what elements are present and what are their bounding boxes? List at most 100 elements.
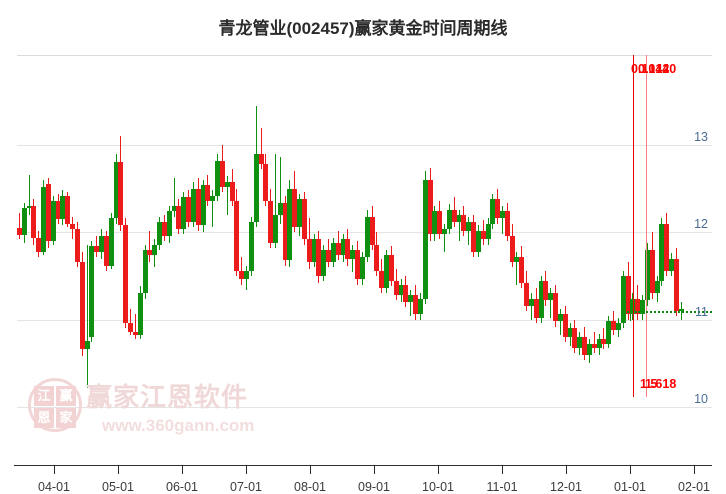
candlestick [654, 55, 660, 410]
candle-body [596, 338, 602, 348]
candle-body [557, 314, 563, 322]
x-axis-tick [438, 465, 439, 474]
candle-body [509, 235, 515, 263]
plot-top-border [17, 55, 712, 56]
candlestick [408, 55, 414, 410]
candlestick [572, 55, 578, 410]
candlestick [326, 55, 332, 410]
candle-body [577, 337, 583, 348]
candle-body [475, 230, 481, 252]
candle-body [630, 298, 636, 315]
candle-body [335, 242, 341, 256]
candle-body [432, 211, 438, 235]
candlestick [142, 55, 148, 410]
candle-body [364, 216, 370, 257]
candlestick [669, 55, 675, 410]
candle-body [620, 276, 626, 324]
gann-cycle-line[interactable] [633, 55, 634, 397]
candle-body [99, 235, 105, 252]
candlestick [195, 55, 201, 410]
candlestick [123, 55, 129, 410]
candlestick [437, 55, 443, 410]
candlestick [635, 55, 641, 410]
candlestick [620, 55, 626, 410]
gann-cycle-line[interactable] [646, 55, 647, 397]
x-axis-tick [54, 465, 55, 474]
candle-body [200, 185, 206, 226]
candle-wick [502, 206, 503, 235]
candle-body [161, 221, 167, 236]
candle-wick [130, 309, 132, 336]
candlestick [601, 55, 607, 410]
candlestick [248, 55, 254, 410]
candle-body [437, 211, 443, 235]
candlestick [268, 55, 274, 410]
candle-wick [458, 209, 460, 242]
candle-body [128, 323, 134, 332]
candle-body [413, 295, 419, 315]
candle-body [239, 270, 245, 280]
x-axis-tick-label: 11-01 [486, 480, 518, 494]
candle-body [103, 235, 109, 266]
candle-body [485, 223, 491, 240]
candle-body [157, 221, 163, 245]
candle-body [350, 249, 356, 259]
x-axis-tick-label: 06-01 [166, 480, 198, 494]
candle-body [427, 179, 433, 235]
candlestick [509, 55, 515, 410]
candlestick [224, 55, 230, 410]
candle-body [176, 206, 182, 229]
y-axis-tick-label: 11 [695, 305, 708, 319]
candle-body [369, 216, 375, 245]
candle-body [500, 211, 505, 219]
candlestick [586, 55, 592, 410]
watermark-brand: 赢家江恩软件 [86, 382, 249, 412]
candlestick [393, 55, 399, 410]
candlestick [427, 55, 433, 410]
candle-body [181, 197, 187, 229]
candlestick [340, 55, 346, 410]
candle-body [60, 195, 66, 220]
candlestick [456, 55, 462, 410]
candlestick [528, 55, 534, 410]
candlestick [282, 55, 288, 410]
candlestick [374, 55, 380, 410]
candle-body [258, 153, 264, 165]
candlestick [50, 55, 56, 410]
candlestick [533, 55, 539, 410]
candlestick [79, 55, 85, 410]
candlestick [500, 55, 505, 410]
gann-top-ratio-label: 0.1014 [631, 62, 670, 76]
watermark-logo-char-1: 江 [34, 386, 54, 406]
candlestick [442, 55, 448, 410]
candle-body [533, 298, 539, 318]
x-axis-tick-label: 05-01 [102, 480, 134, 494]
candle-wick [516, 251, 518, 285]
candlestick [84, 55, 90, 410]
candle-body [528, 298, 534, 306]
candle-body [384, 255, 390, 289]
candle-body [41, 186, 47, 252]
y-axis-tick-label: 13 [694, 130, 708, 144]
candlestick [514, 55, 520, 410]
candlestick [451, 55, 457, 410]
candle-body [268, 200, 274, 243]
candlestick [480, 55, 486, 410]
x-axis-tick [566, 465, 567, 474]
candlestick [461, 55, 467, 410]
candle-body [422, 179, 428, 299]
candlestick [538, 55, 544, 410]
candlestick [640, 55, 646, 410]
candle-body [543, 281, 549, 301]
candle-body [644, 249, 650, 301]
candlestick [152, 55, 158, 410]
candlestick [350, 55, 356, 410]
candle-body [673, 258, 679, 311]
candle-body [379, 270, 385, 289]
candle-body [74, 228, 80, 263]
candlestick [475, 55, 481, 410]
candlestick [557, 55, 563, 410]
candle-body [55, 200, 61, 220]
candle-body [553, 293, 559, 322]
candlestick [190, 55, 196, 410]
